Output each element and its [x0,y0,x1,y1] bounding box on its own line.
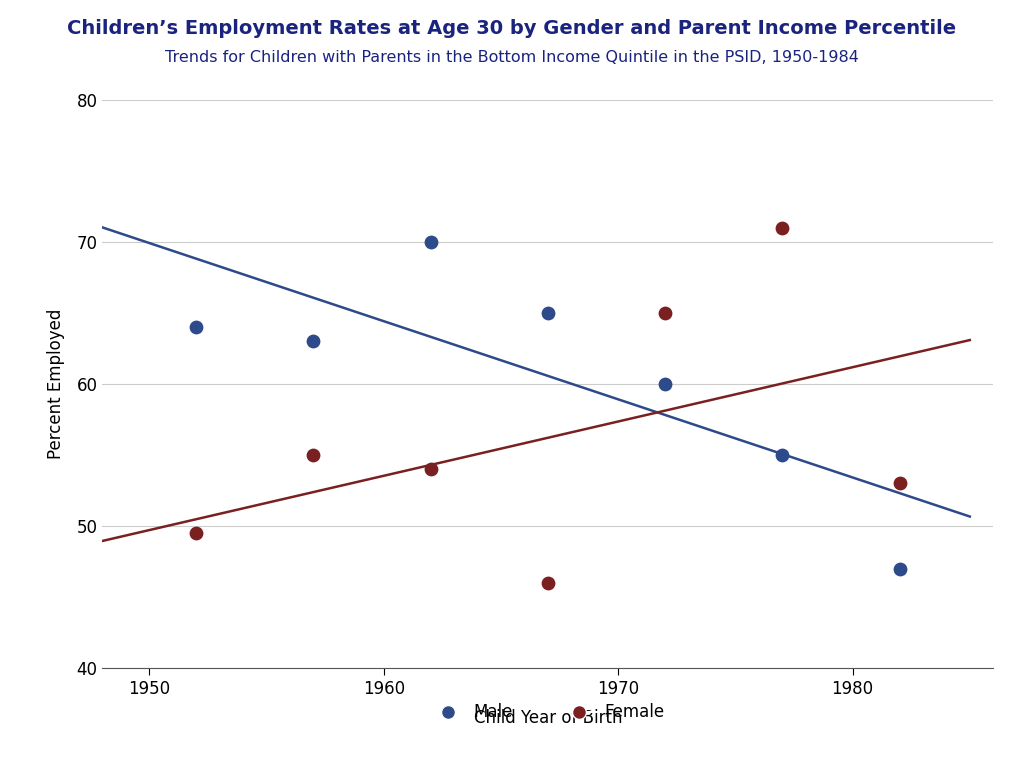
Point [540,307,556,319]
Point [656,307,673,319]
Point [891,562,907,574]
Point [423,463,439,475]
Point [305,449,322,461]
Point [656,378,673,390]
Text: Children’s Employment Rates at Age 30 by Gender and Parent Income Percentile: Children’s Employment Rates at Age 30 by… [68,19,956,38]
X-axis label: Child Year of Birth: Child Year of Birth [473,709,623,727]
Point [305,335,322,347]
Point [188,527,205,539]
Point [540,577,556,589]
Point [774,221,791,233]
Legend: Male, Female: Male, Female [425,697,671,728]
Point [774,449,791,461]
Y-axis label: Percent Employed: Percent Employed [47,309,66,459]
Text: Trends for Children with Parents in the Bottom Income Quintile in the PSID, 1950: Trends for Children with Parents in the … [165,50,859,65]
Point [423,236,439,248]
Point [188,321,205,333]
Point [891,478,907,490]
